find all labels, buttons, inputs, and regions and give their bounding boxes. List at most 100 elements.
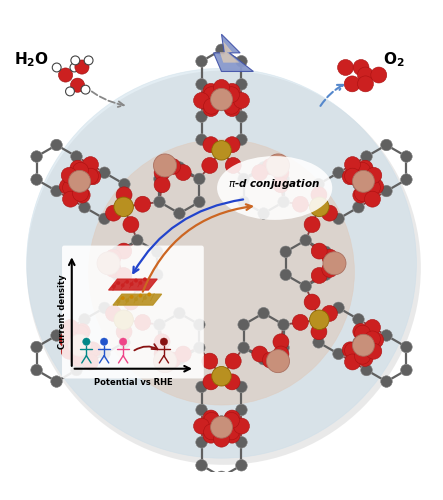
Circle shape	[361, 342, 372, 353]
Circle shape	[73, 162, 89, 178]
Circle shape	[313, 202, 324, 213]
Circle shape	[105, 205, 121, 221]
Circle shape	[73, 325, 89, 341]
Circle shape	[27, 70, 421, 465]
Circle shape	[202, 158, 218, 174]
Circle shape	[322, 249, 338, 265]
Circle shape	[132, 280, 143, 292]
Circle shape	[238, 196, 249, 207]
Circle shape	[154, 196, 165, 207]
Circle shape	[400, 342, 412, 353]
Circle shape	[194, 173, 205, 184]
Circle shape	[216, 425, 227, 436]
Circle shape	[238, 173, 249, 184]
Circle shape	[196, 111, 207, 122]
Circle shape	[71, 364, 82, 376]
Circle shape	[112, 269, 123, 280]
Circle shape	[58, 68, 73, 82]
Circle shape	[345, 168, 361, 184]
Circle shape	[353, 60, 369, 76]
Circle shape	[116, 187, 132, 203]
Circle shape	[196, 436, 207, 448]
Circle shape	[153, 154, 176, 177]
Circle shape	[358, 67, 373, 83]
Circle shape	[216, 44, 227, 56]
Circle shape	[224, 374, 240, 390]
Circle shape	[366, 344, 382, 359]
Circle shape	[31, 174, 43, 186]
Circle shape	[174, 162, 185, 173]
Circle shape	[278, 342, 289, 353]
Circle shape	[31, 151, 43, 162]
Circle shape	[174, 308, 185, 319]
Circle shape	[154, 319, 165, 330]
Circle shape	[216, 370, 227, 381]
Ellipse shape	[217, 156, 332, 220]
Circle shape	[238, 196, 249, 207]
Circle shape	[258, 208, 269, 219]
Circle shape	[83, 338, 90, 345]
Circle shape	[62, 191, 78, 207]
Circle shape	[71, 56, 80, 65]
Circle shape	[51, 139, 62, 151]
Circle shape	[236, 381, 247, 392]
Circle shape	[52, 63, 61, 72]
Circle shape	[123, 294, 139, 310]
Text: $\pi$-d conjugation: $\pi$-d conjugation	[228, 178, 320, 192]
Circle shape	[400, 151, 412, 162]
Circle shape	[99, 167, 110, 178]
Circle shape	[258, 308, 269, 319]
Circle shape	[71, 364, 82, 376]
Circle shape	[333, 302, 344, 314]
Circle shape	[174, 308, 185, 319]
Text: Current density: Current density	[58, 274, 66, 349]
Circle shape	[196, 78, 207, 90]
Circle shape	[74, 187, 90, 203]
Circle shape	[135, 196, 151, 212]
Circle shape	[333, 213, 344, 224]
Circle shape	[123, 216, 139, 232]
Circle shape	[236, 436, 247, 448]
Circle shape	[278, 173, 289, 184]
Circle shape	[280, 269, 291, 280]
Circle shape	[212, 140, 231, 160]
Circle shape	[216, 416, 227, 427]
Circle shape	[258, 208, 269, 219]
Circle shape	[278, 173, 289, 184]
Circle shape	[214, 80, 229, 96]
Circle shape	[262, 158, 278, 174]
Circle shape	[152, 246, 163, 258]
Circle shape	[353, 178, 364, 190]
Circle shape	[194, 418, 210, 434]
Circle shape	[238, 319, 249, 330]
Circle shape	[71, 151, 82, 162]
Circle shape	[381, 376, 392, 388]
Circle shape	[300, 280, 311, 292]
Circle shape	[365, 180, 381, 196]
Circle shape	[99, 302, 110, 314]
Circle shape	[69, 334, 90, 356]
Circle shape	[236, 111, 247, 122]
Circle shape	[160, 338, 167, 345]
Circle shape	[31, 364, 43, 376]
Circle shape	[216, 471, 227, 482]
Circle shape	[79, 314, 90, 325]
Circle shape	[353, 170, 374, 192]
Circle shape	[116, 268, 132, 283]
Circle shape	[273, 346, 289, 362]
Circle shape	[300, 280, 311, 292]
Circle shape	[203, 374, 219, 390]
Circle shape	[119, 178, 130, 190]
Circle shape	[278, 342, 289, 353]
Circle shape	[258, 162, 269, 173]
Circle shape	[278, 196, 289, 207]
Circle shape	[236, 111, 247, 122]
Circle shape	[154, 342, 165, 353]
Circle shape	[154, 173, 165, 184]
Circle shape	[236, 404, 247, 415]
Circle shape	[119, 202, 130, 213]
Circle shape	[196, 381, 207, 392]
Circle shape	[361, 151, 372, 162]
Circle shape	[236, 78, 247, 90]
Circle shape	[354, 162, 370, 178]
